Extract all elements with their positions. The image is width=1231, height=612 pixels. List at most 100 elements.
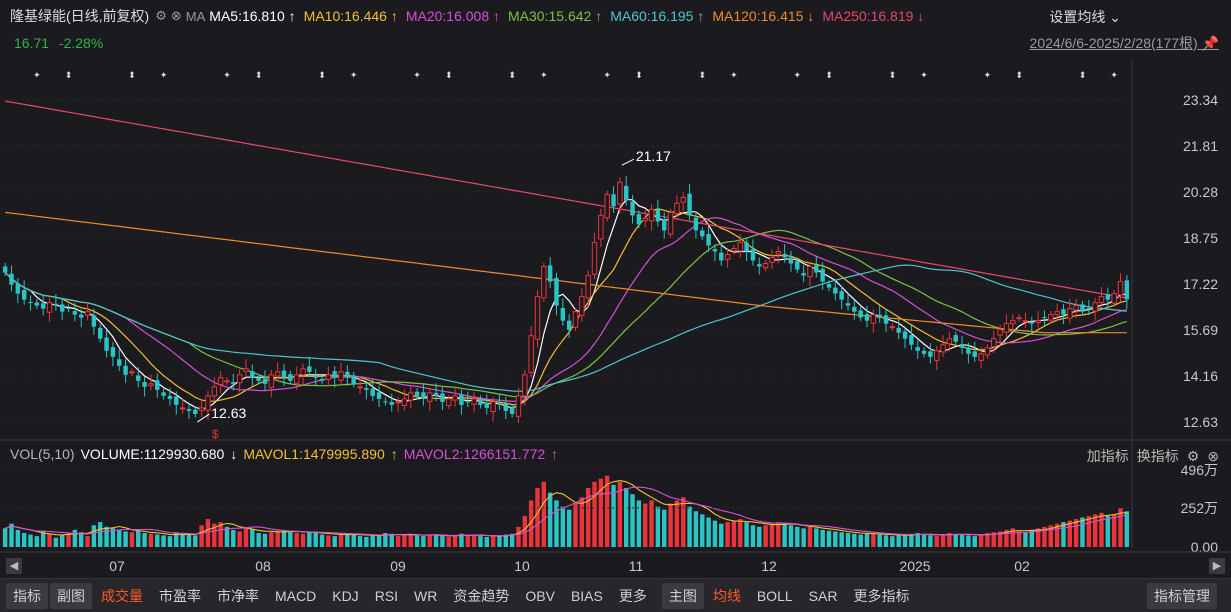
volume-bar bbox=[34, 536, 40, 547]
volume-bar bbox=[85, 536, 90, 547]
event-marker[interactable]: ⬍ bbox=[635, 70, 643, 80]
volume-bar bbox=[573, 503, 578, 547]
volume-bar bbox=[719, 523, 724, 547]
volume-bar bbox=[566, 509, 572, 547]
close-icon[interactable]: ⊗ bbox=[1207, 447, 1219, 464]
event-marker[interactable]: ✦ bbox=[540, 70, 548, 80]
event-marker[interactable]: ⬍ bbox=[255, 70, 263, 80]
candle-body bbox=[928, 351, 933, 357]
volume-bar bbox=[1080, 517, 1085, 547]
candle-body bbox=[452, 395, 458, 401]
volume-bar bbox=[53, 537, 59, 547]
event-marker[interactable]: ✦ bbox=[413, 70, 421, 80]
more-sub-indicators[interactable]: 更多 bbox=[618, 587, 647, 604]
candle-body bbox=[9, 273, 14, 285]
switch-indicator-button[interactable]: 换指标 bbox=[1136, 448, 1179, 464]
candle-body bbox=[155, 380, 160, 390]
candle-body bbox=[193, 409, 198, 414]
volume-bar bbox=[136, 530, 141, 547]
event-marker[interactable]: ⬍ bbox=[889, 70, 897, 80]
obv-indicator[interactable]: OBV bbox=[525, 587, 555, 604]
pe-indicator[interactable]: 市盈率 bbox=[159, 587, 201, 604]
add-indicator-button[interactable]: 加指标 bbox=[1086, 448, 1129, 464]
volume-arrow: ↓ bbox=[230, 446, 238, 462]
candle-body bbox=[459, 394, 464, 405]
candle-body bbox=[700, 230, 705, 237]
sar-indicator[interactable]: SAR bbox=[808, 587, 838, 604]
candle-body bbox=[997, 329, 1003, 336]
mavol2-arrow: ↑ bbox=[551, 446, 559, 462]
volume-bar bbox=[700, 514, 705, 547]
candle-body bbox=[53, 303, 59, 306]
volume-bar bbox=[909, 533, 914, 547]
vol-title: VOL(5,10) bbox=[10, 446, 75, 462]
fund-trend-indicator[interactable]: 资金趋势 bbox=[453, 587, 510, 604]
close-icon[interactable]: ⊗ bbox=[170, 8, 182, 23]
indicator-manage-button[interactable]: 指标管理 bbox=[1147, 582, 1217, 609]
volume-bar bbox=[547, 492, 553, 547]
boll-indicator[interactable]: BOLL bbox=[756, 587, 793, 604]
event-marker[interactable]: ✦ bbox=[920, 70, 928, 80]
rsi-indicator[interactable]: RSI bbox=[374, 587, 399, 604]
more-main-indicators[interactable]: 更多指标 bbox=[853, 587, 910, 604]
ma-line bbox=[4, 264, 1127, 392]
pb-indicator[interactable]: 市净率 bbox=[217, 587, 259, 604]
event-marker[interactable]: ✦ bbox=[603, 70, 611, 80]
candle-body bbox=[1048, 314, 1054, 321]
volume-bar bbox=[484, 536, 490, 547]
candle-body bbox=[351, 375, 356, 384]
volume-indicator[interactable]: 成交量 bbox=[101, 587, 143, 604]
candle-body bbox=[541, 266, 547, 299]
candle-body bbox=[719, 252, 724, 261]
gear-icon[interactable]: ⚙ bbox=[155, 8, 167, 23]
date-range[interactable]: 2024/6/6-2025/2/28(177根) 📌 bbox=[1030, 33, 1219, 53]
event-marker[interactable]: ✦ bbox=[730, 70, 738, 80]
event-marker[interactable]: ⬍ bbox=[1015, 70, 1023, 80]
volume-bar bbox=[332, 536, 337, 547]
volume-bar bbox=[921, 534, 927, 547]
gear-icon[interactable]: ⚙ bbox=[1186, 447, 1200, 464]
volume-bar bbox=[28, 534, 33, 547]
main-chart-tab[interactable]: 主图 bbox=[661, 582, 704, 609]
event-marker[interactable]: ⬍ bbox=[318, 70, 326, 80]
signal-icon[interactable]: $ bbox=[212, 427, 219, 441]
candle-body bbox=[307, 366, 312, 372]
candle-body bbox=[490, 401, 496, 413]
volume-bar bbox=[91, 525, 97, 547]
ma-line bbox=[4, 216, 1127, 403]
scroll-right-button[interactable]: ▶ bbox=[1209, 558, 1225, 574]
ma-settings-dropdown[interactable]: 设置均线 ⌄ bbox=[1049, 7, 1121, 27]
event-marker[interactable]: ✦ bbox=[160, 70, 168, 80]
bias-indicator[interactable]: BIAS bbox=[570, 587, 603, 604]
wr-indicator[interactable]: WR bbox=[414, 587, 438, 604]
event-marker[interactable]: ⬍ bbox=[825, 70, 833, 80]
volume-bar bbox=[877, 534, 882, 547]
event-marker[interactable]: ✦ bbox=[794, 70, 802, 80]
event-marker[interactable]: ✦ bbox=[223, 70, 231, 80]
kline-chart[interactable]: ✦ ⬍ ⬍ ✦ ✦ ⬍ ⬍ ✦ ✦ ⬍ ⬍ ✦ ✦ ⬍ ⬍ ✦ ✦ ⬍ ⬍ ✦ ✦ ⬍ ⬍ ✦ 21.17 12.63 $ 23.… bbox=[0, 0, 1231, 578]
event-marker[interactable]: ⬍ bbox=[128, 70, 136, 80]
ma-indicator[interactable]: 均线 bbox=[712, 587, 741, 604]
pin-icon[interactable]: 📌 bbox=[1201, 35, 1219, 51]
event-marker[interactable]: ✦ bbox=[33, 70, 41, 80]
volume-bar bbox=[782, 523, 787, 547]
event-marker[interactable]: ⬍ bbox=[508, 70, 516, 80]
macd-indicator[interactable]: MACD bbox=[275, 587, 317, 604]
x-tick-label: 02 bbox=[1014, 558, 1030, 574]
candle-body bbox=[915, 347, 920, 351]
candle-body bbox=[769, 256, 775, 263]
scroll-left-button[interactable]: ◀ bbox=[6, 558, 22, 574]
event-marker[interactable]: ✦ bbox=[350, 70, 358, 80]
event-marker[interactable]: ⬍ bbox=[1079, 70, 1087, 80]
event-marker[interactable]: ⬍ bbox=[65, 70, 73, 80]
volume-bar bbox=[313, 531, 318, 547]
event-marker[interactable]: ⬍ bbox=[698, 70, 706, 80]
event-marker[interactable]: ✦ bbox=[984, 70, 992, 80]
event-marker[interactable]: ✦ bbox=[1110, 70, 1118, 80]
volume-bar bbox=[503, 534, 509, 547]
event-marker[interactable]: ⬍ bbox=[445, 70, 453, 80]
stock-title: 隆基绿能(日线,前复权) bbox=[10, 8, 150, 24]
indicator-tab[interactable]: 指标 bbox=[6, 582, 48, 609]
sub-chart-tab[interactable]: 副图 bbox=[50, 582, 92, 609]
kdj-indicator[interactable]: KDJ bbox=[332, 587, 359, 604]
